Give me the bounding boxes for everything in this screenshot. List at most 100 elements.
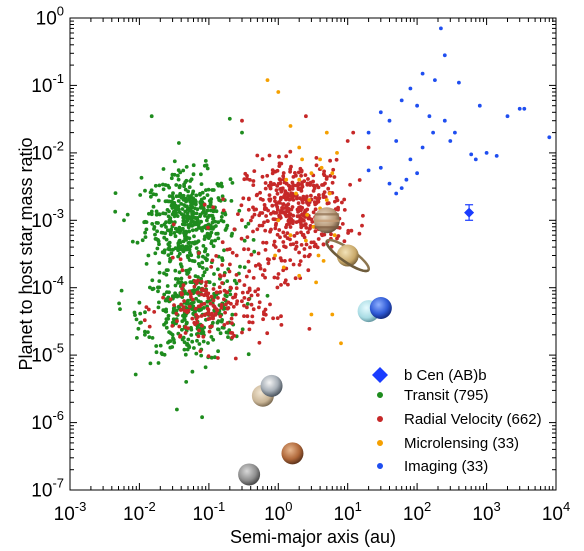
data-point-radial-velocity [357,178,362,182]
data-point-radial-velocity [242,177,247,182]
data-point-radial-velocity [258,263,262,268]
data-point-radial-velocity [240,118,244,123]
data-point-radial-velocity [257,305,261,310]
data-point-radial-velocity [218,273,222,277]
data-point-radial-velocity [251,307,256,312]
data-point-transit [205,166,210,171]
data-point-radial-velocity [260,174,265,179]
y-tick-labels: 100 10-1 10-2 10-3 10-4 10-5 10-6 10-7 [31,4,64,502]
data-point-transit [222,248,226,253]
data-point-radial-velocity [186,326,190,331]
data-point-radial-velocity [230,331,235,335]
data-point-radial-velocity [340,222,345,226]
data-point-transit [190,369,195,374]
data-point-radial-velocity [192,284,197,289]
data-point-radial-velocity [299,173,303,178]
data-point-transit [176,280,181,285]
data-point-transit [150,336,155,340]
data-point-radial-velocity [147,324,152,329]
data-point-radial-velocity [189,295,193,299]
data-point-transit [182,318,187,322]
data-point-radial-velocity [266,261,271,266]
data-point-radial-velocity [283,278,288,283]
earth-icon [260,374,283,397]
data-point-transit [224,330,229,335]
data-point-transit [149,194,153,199]
data-point-radial-velocity [189,292,193,296]
data-point-transit [137,300,142,305]
data-point-microlensing [297,145,302,150]
data-point-radial-velocity [247,269,252,274]
data-point-radial-velocity [278,201,282,205]
data-point-radial-velocity [299,230,303,235]
data-point-radial-velocity [279,161,284,166]
data-point-transit [156,289,160,294]
data-point-transit [166,316,171,321]
data-point-transit [186,241,191,246]
data-point-transit [232,278,237,283]
data-point-radial-velocity [257,300,262,305]
data-point-transit [162,292,167,297]
data-point-radial-velocity [200,323,204,328]
data-point-radial-velocity [170,255,175,260]
data-point-radial-velocity [245,314,250,319]
data-point-transit [182,222,187,227]
data-point-radial-velocity [242,303,246,308]
data-point-radial-velocity [288,237,292,242]
data-point-microlensing [309,312,314,317]
data-point-radial-velocity [257,223,262,228]
data-point-radial-velocity [330,180,335,185]
data-point-radial-velocity [245,290,250,295]
data-point-radial-velocity [286,282,290,287]
data-point-radial-velocity [285,231,290,236]
data-point-radial-velocity [223,310,228,315]
data-point-transit [161,187,166,192]
x-tick-label: 101 [334,499,362,525]
data-point-transit [169,203,174,208]
data-point-microlensing [297,273,302,278]
data-point-radial-velocity [263,181,268,185]
data-point-transit [265,293,270,298]
data-point-radial-velocity [349,228,354,233]
data-point-radial-velocity [252,212,257,217]
data-point-transit [176,177,181,182]
data-point-radial-velocity [225,306,230,311]
data-point-radial-velocity [268,302,272,307]
data-point-radial-velocity [314,163,319,168]
data-point-radial-velocity [323,195,328,200]
data-point-radial-velocity [193,306,198,311]
data-point-radial-velocity [226,300,231,305]
data-point-radial-velocity [180,286,185,291]
data-point-radial-velocity [190,316,195,321]
b-cen-marker-group [464,204,475,221]
data-point-radial-velocity [304,197,309,202]
data-point-transit [183,209,188,214]
data-point-microlensing [314,280,318,285]
x-tick-label: 104 [542,499,570,525]
data-point-imaging [366,168,371,173]
data-point-radial-velocity [313,229,318,234]
data-point-radial-velocity [298,217,303,221]
data-point-radial-velocity [250,215,255,220]
data-point-radial-velocity [152,310,157,314]
data-point-transit [165,228,170,233]
data-point-transit [154,350,159,355]
data-point-radial-velocity [208,301,213,306]
data-point-radial-velocity [291,262,296,267]
x-tick-label: 103 [472,499,500,525]
data-point-radial-velocity [204,280,209,285]
data-point-radial-velocity [225,321,230,325]
data-point-transit [214,209,219,214]
data-point-radial-velocity [231,304,236,309]
data-point-radial-velocity [328,173,333,178]
data-point-transit [194,211,199,216]
data-point-radial-velocity [196,278,200,283]
data-point-transit [181,213,186,217]
data-point-imaging [378,110,383,115]
data-point-microlensing [309,171,314,176]
data-point-radial-velocity [178,308,183,312]
data-point-microlensing [318,157,322,162]
data-point-transit [190,211,195,216]
y-tick-label: 10-2 [31,138,64,164]
data-point-transit [165,284,170,288]
